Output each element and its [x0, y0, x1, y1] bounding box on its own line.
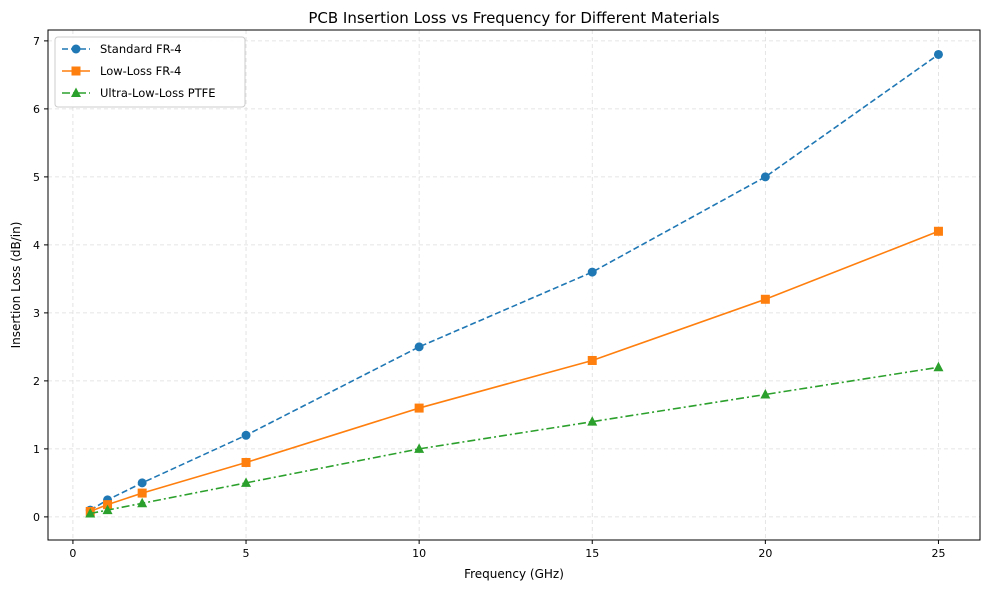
chart-title: PCB Insertion Loss vs Frequency for Diff… [308, 9, 719, 27]
y-tick-label: 5 [33, 171, 40, 184]
data-point-standard-fr-4 [137, 478, 147, 488]
data-point-ultra-low-loss-ptfe [137, 497, 148, 508]
y-tick-label: 3 [33, 307, 40, 320]
data-point-low-loss-fr-4 [241, 457, 251, 467]
legend-label: Ultra-Low-Loss PTFE [100, 86, 216, 100]
x-tick-label: 25 [931, 547, 945, 560]
legend-marker [71, 44, 81, 54]
series-line-ultra-low-loss-ptfe [90, 366, 939, 515]
legend: Standard FR-4 Low-Loss FR-4 Ultra-Low-Loss… [54, 36, 246, 108]
data-point-ultra-low-loss-ptfe [587, 416, 598, 426]
series-line-low-loss-fr-4 [89, 230, 939, 513]
data-point-standard-fr-4 [933, 49, 943, 59]
data-point-low-loss-fr-4 [587, 355, 597, 365]
data-point-ultra-low-loss-ptfe [760, 388, 771, 399]
data-point-ultra-low-loss-ptfe [102, 504, 113, 515]
data-point-low-loss-fr-4 [760, 294, 770, 304]
y-tick-label: 2 [33, 375, 40, 388]
plot-area [47, 29, 981, 541]
data-point-ultra-low-loss-ptfe [241, 477, 252, 487]
x-tick-label: 15 [585, 547, 599, 560]
data-point-low-loss-fr-4 [933, 226, 943, 236]
data-point-standard-fr-4 [241, 430, 251, 440]
legend-label: Low-Loss FR-4 [100, 64, 181, 78]
data-point-low-loss-fr-4 [414, 403, 424, 413]
data-point-ultra-low-loss-ptfe [414, 443, 425, 453]
x-axis-label: Frequency (GHz) [464, 567, 564, 581]
y-tick-label: 7 [33, 35, 40, 48]
x-tick-label: 20 [758, 547, 772, 560]
data-point-standard-fr-4 [587, 267, 597, 277]
legend-marker [71, 66, 81, 76]
y-tick-label: 0 [33, 511, 40, 524]
series-line-standard-fr-4 [89, 53, 939, 511]
data-point-standard-fr-4 [760, 172, 770, 182]
y-axis-label: Insertion Loss (dB/in) [9, 222, 23, 349]
y-tick-label: 6 [33, 103, 40, 116]
data-point-ultra-low-loss-ptfe [85, 507, 96, 518]
data-point-standard-fr-4 [414, 342, 424, 352]
legend-box [54, 36, 246, 108]
data-point-low-loss-fr-4 [137, 488, 147, 498]
legend-marker [71, 87, 81, 97]
y-tick-label: 4 [33, 239, 40, 252]
x-tick-label: 0 [69, 547, 76, 560]
y-tick-label: 1 [33, 443, 40, 456]
x-tick-label: 10 [412, 547, 426, 560]
data-point-ultra-low-loss-ptfe [933, 361, 944, 372]
x-tick-label: 5 [243, 547, 250, 560]
legend-label: Standard FR-4 [100, 42, 182, 56]
